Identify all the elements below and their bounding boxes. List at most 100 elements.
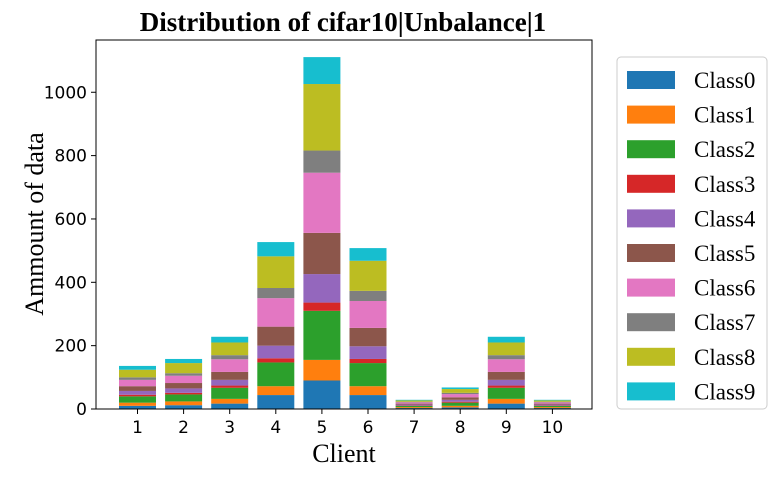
bar-client-2-class-6 xyxy=(165,375,203,384)
legend-label-class5: Class5 xyxy=(694,241,755,266)
legend-swatch-class5 xyxy=(627,244,675,262)
bar-client-5-class-4 xyxy=(303,274,341,303)
bar-client-5-class-7 xyxy=(303,150,341,173)
bar-client-3-class-7 xyxy=(211,355,249,360)
x-tick-label: 6 xyxy=(363,418,374,438)
bar-client-5-class-3 xyxy=(303,302,341,311)
bar-client-5-class-0 xyxy=(303,380,341,409)
bar-client-1-class-6 xyxy=(119,379,156,387)
y-tick-label: 800 xyxy=(55,147,87,167)
bar-client-9-class-9 xyxy=(487,336,525,343)
legend-label-class0: Class0 xyxy=(694,68,755,93)
bar-client-1-class-9 xyxy=(119,365,156,370)
bar-client-10-class-6 xyxy=(533,402,571,404)
bar-client-1-class-4 xyxy=(119,390,156,395)
bar-client-2-class-7 xyxy=(165,373,203,376)
y-tick-label: 1000 xyxy=(44,83,87,103)
chart-title: Distribution of cifar10|Unbalance|1 xyxy=(140,7,546,37)
legend-swatch-class3 xyxy=(627,174,675,193)
bar-client-2-class-3 xyxy=(165,392,203,395)
bar-client-2-class-5 xyxy=(165,383,203,389)
bar-client-8-class-1 xyxy=(441,405,479,408)
bar-client-7-class-4 xyxy=(395,404,433,406)
bar-client-4-class-2 xyxy=(257,362,295,387)
bar-client-9-class-2 xyxy=(487,387,525,399)
bar-client-1-class-7 xyxy=(119,377,156,380)
bar-client-7-class-7 xyxy=(395,401,433,403)
bar-client-9-class-0 xyxy=(487,403,525,409)
bar-client-4-class-3 xyxy=(257,358,295,363)
bar-client-6-class-6 xyxy=(349,300,387,328)
bar-client-3-class-5 xyxy=(211,371,249,380)
bar-client-3-class-8 xyxy=(211,342,249,356)
bar-client-5-class-1 xyxy=(303,359,341,381)
bar-client-1-class-8 xyxy=(119,369,156,378)
bar-client-6-class-4 xyxy=(349,346,387,359)
x-tick-label: 4 xyxy=(270,418,281,438)
legend-label-class7: Class7 xyxy=(694,310,755,335)
y-axis-label: Ammount of data xyxy=(20,132,49,316)
x-tick-label: 5 xyxy=(316,418,327,438)
x-tick-label: 3 xyxy=(224,418,235,438)
x-tick-label: 1 xyxy=(132,418,143,438)
bar-client-6-class-7 xyxy=(349,290,387,301)
legend-swatch-class4 xyxy=(627,209,675,228)
legend-swatch-class8 xyxy=(627,347,675,366)
bar-client-5-class-6 xyxy=(303,172,341,233)
bar-client-3-class-1 xyxy=(211,398,249,404)
x-tick-label: 10 xyxy=(542,418,564,438)
bar-client-3-class-3 xyxy=(211,385,249,388)
bar-client-9-class-6 xyxy=(487,359,525,372)
legend-label-class3: Class3 xyxy=(694,172,755,197)
legend-swatch-class7 xyxy=(627,313,675,332)
bar-client-2-class-9 xyxy=(165,358,203,364)
bar-client-5-class-9 xyxy=(303,57,341,85)
bar-client-2-class-8 xyxy=(165,363,203,374)
bar-client-7-class-1 xyxy=(395,407,433,409)
legend-swatch-class6 xyxy=(627,278,675,297)
bar-client-10-class-1 xyxy=(533,407,571,409)
bar-client-1-class-3 xyxy=(119,394,156,397)
bar-client-2-class-2 xyxy=(165,394,203,402)
bar-client-9-class-5 xyxy=(487,371,525,380)
bar-client-4-class-0 xyxy=(257,395,295,409)
bar-client-8-class-6 xyxy=(441,394,479,398)
legend-label-class4: Class4 xyxy=(694,206,756,231)
x-tick-label: 2 xyxy=(178,418,189,438)
bar-client-10-class-8 xyxy=(533,400,571,402)
legend-swatch-class9 xyxy=(627,382,675,401)
bar-client-9-class-3 xyxy=(487,385,525,388)
bar-client-9-class-1 xyxy=(487,398,525,404)
bar-client-6-class-2 xyxy=(349,363,387,387)
bar-client-3-class-0 xyxy=(211,403,249,409)
bar-client-6-class-3 xyxy=(349,358,387,364)
x-tick-label: 7 xyxy=(409,418,420,438)
bar-client-10-class-4 xyxy=(533,404,571,406)
bar-client-7-class-6 xyxy=(395,402,433,404)
bar-client-3-class-2 xyxy=(211,387,249,399)
plot-frame xyxy=(95,39,593,410)
bar-client-10-class-9 xyxy=(533,399,571,401)
legend-swatch-class0 xyxy=(627,71,675,89)
bar-client-8-class-0 xyxy=(441,407,479,409)
bar-client-8-class-9 xyxy=(441,387,479,390)
bar-client-10-class-2 xyxy=(533,405,571,408)
bar-client-8-class-3 xyxy=(441,401,479,403)
bar-client-4-class-8 xyxy=(257,256,295,288)
legend-label-class2: Class2 xyxy=(694,137,755,162)
bar-client-1-class-2 xyxy=(119,396,156,403)
x-tick-label: 9 xyxy=(501,418,512,438)
bar-client-4-class-5 xyxy=(257,326,295,346)
legend-label-class8: Class8 xyxy=(694,345,755,370)
bar-client-7-class-8 xyxy=(395,400,433,402)
bar-client-10-class-5 xyxy=(533,403,571,405)
bars xyxy=(119,57,571,409)
bar-client-8-class-7 xyxy=(441,392,479,395)
y-tick-label: 400 xyxy=(55,273,87,293)
legend-swatch-class1 xyxy=(627,105,675,124)
bar-client-7-class-5 xyxy=(395,403,433,405)
bar-client-6-class-5 xyxy=(349,327,387,347)
bar-client-4-class-4 xyxy=(257,345,295,359)
y-tick-label: 0 xyxy=(76,400,87,420)
y-tick-label: 600 xyxy=(55,210,87,230)
